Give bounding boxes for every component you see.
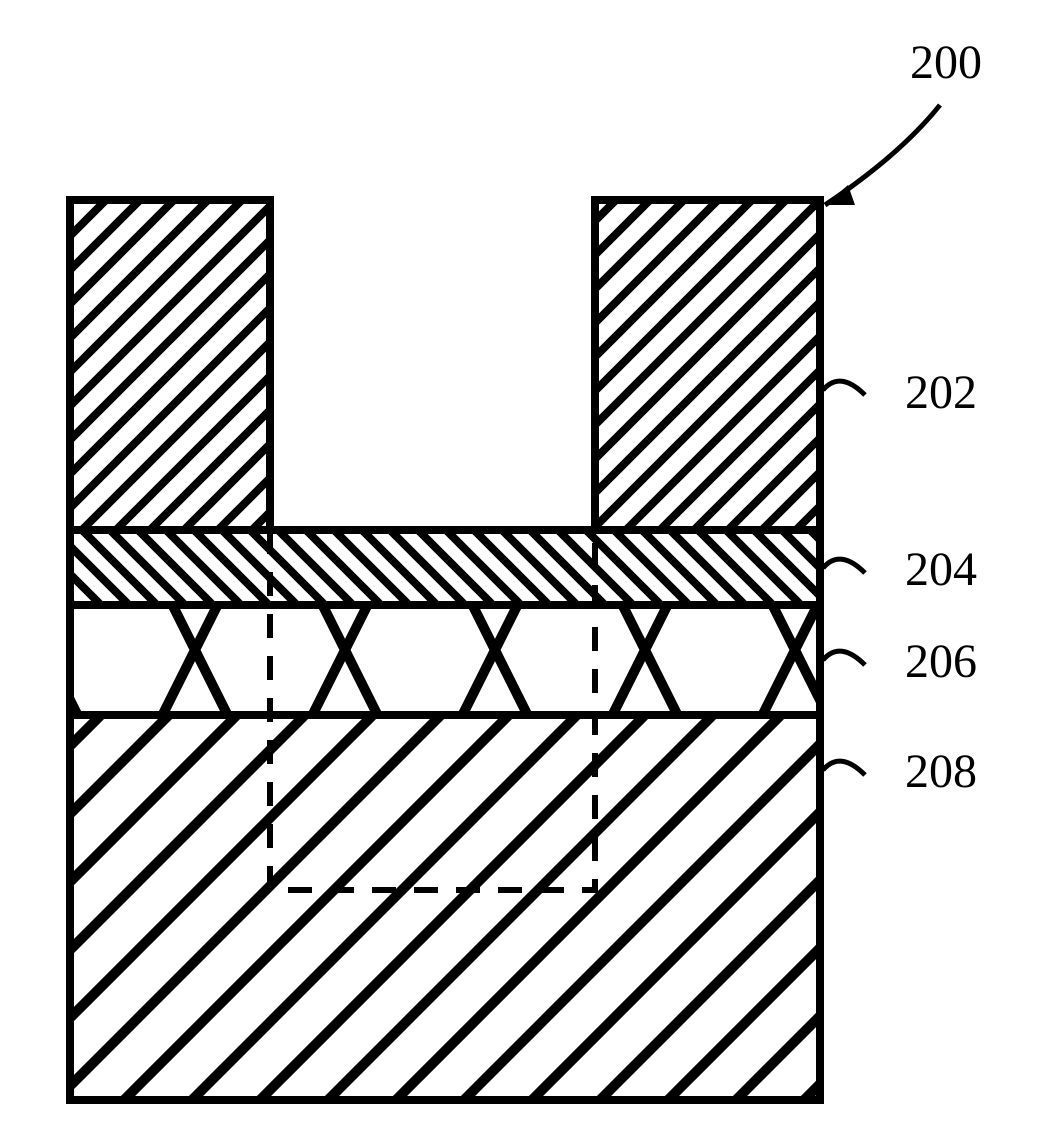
layer-208 [70, 715, 820, 1100]
label-202: 202 [905, 365, 977, 420]
cross-section-diagram [0, 0, 1057, 1147]
label-208: 208 [905, 744, 977, 799]
label-204: 204 [905, 542, 977, 597]
layer-204 [70, 530, 820, 605]
layer-202 [70, 200, 820, 530]
label-200: 200 [910, 35, 982, 90]
label-206: 206 [905, 634, 977, 689]
